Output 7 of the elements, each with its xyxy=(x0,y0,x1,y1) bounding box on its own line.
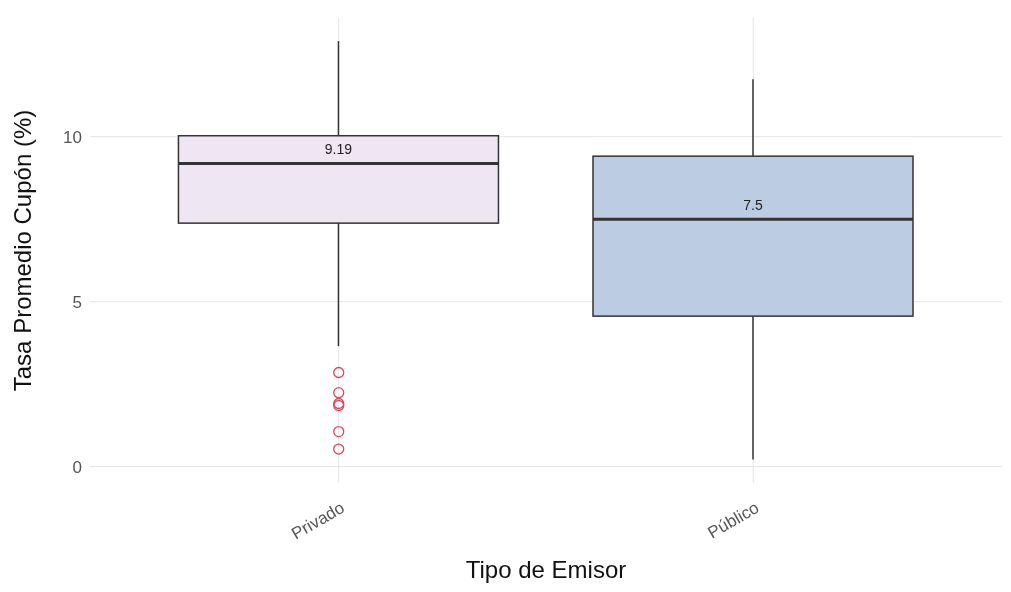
y-axis-title: Tasa Promedio Cupón (%) xyxy=(8,109,36,392)
annotation: 7.5 xyxy=(743,197,763,214)
y-tick-label: 5 xyxy=(72,292,82,312)
annotation: 9.19 xyxy=(324,141,353,158)
y-tick-label: 10 xyxy=(63,127,82,147)
x-axis-title: Tipo de Emisor xyxy=(465,556,627,583)
y-tick-label: 0 xyxy=(72,457,82,477)
